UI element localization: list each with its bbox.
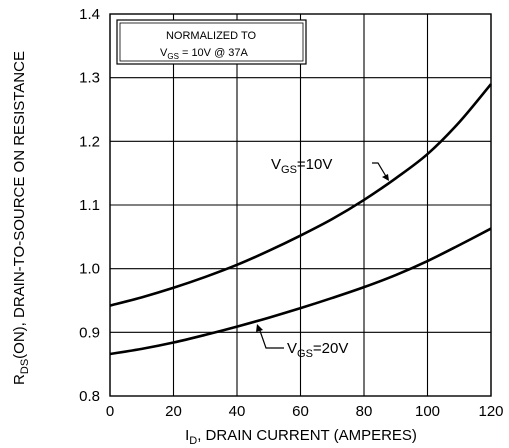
y-axis-title: RDS(ON), DRAIN-TO-SOURCE ON RESISTANCE bbox=[11, 51, 31, 385]
y-tick-label: 0.9 bbox=[79, 324, 100, 341]
normalization-box-inner bbox=[119, 22, 304, 62]
x-tick-labels: 0 20 40 60 80 100 120 bbox=[106, 403, 504, 420]
x-tick-label: 0 bbox=[106, 403, 114, 420]
y-tick-label: 1.1 bbox=[79, 197, 100, 214]
y-tick-label: 1.0 bbox=[79, 261, 100, 278]
label-vgs-20v-text: VGS=20V bbox=[287, 340, 348, 360]
x-tick-label: 20 bbox=[165, 403, 182, 420]
x-tick-label: 100 bbox=[415, 403, 440, 420]
series-curves bbox=[109, 83, 493, 356]
y-tick-label: 1.2 bbox=[79, 133, 100, 150]
plot-frame bbox=[109, 13, 492, 397]
label-vgs-20v: VGS=20V bbox=[256, 324, 348, 360]
x-tick-label: 40 bbox=[229, 403, 246, 420]
label-vgs-10v: VGS=10V bbox=[271, 156, 389, 181]
label-vgs-10v-arrowhead bbox=[382, 174, 389, 181]
normalization-note: NORMALIZED TO VGS = 10V @ 37A bbox=[116, 19, 307, 65]
y-tick-label: 1.3 bbox=[79, 70, 100, 87]
x-tick-label: 80 bbox=[356, 403, 373, 420]
normalization-box bbox=[116, 19, 307, 65]
normalization-line-2: VGS = 10V @ 37A bbox=[160, 47, 249, 61]
x-tick-label: 60 bbox=[292, 403, 309, 420]
series-line-vgs-20v bbox=[109, 227, 492, 356]
label-vgs-20v-arrow bbox=[258, 327, 284, 349]
label-vgs-10v-arrow bbox=[372, 162, 388, 179]
label-vgs-20v-arrowhead bbox=[256, 324, 263, 332]
x-axis-title: ID, DRAIN CURRENT (AMPERES) bbox=[185, 427, 417, 447]
normalization-line-1: NORMALIZED TO bbox=[166, 30, 256, 42]
y-tick-labels: 0.8 0.9 1.0 1.1 1.2 1.3 1.4 bbox=[79, 6, 100, 405]
series-line-vgs-10v bbox=[109, 83, 493, 307]
x-tick-label: 120 bbox=[478, 403, 503, 420]
y-tick-label: 0.8 bbox=[79, 388, 100, 405]
y-tick-label: 1.4 bbox=[79, 6, 100, 23]
label-vgs-10v-text: VGS=10V bbox=[271, 156, 332, 176]
